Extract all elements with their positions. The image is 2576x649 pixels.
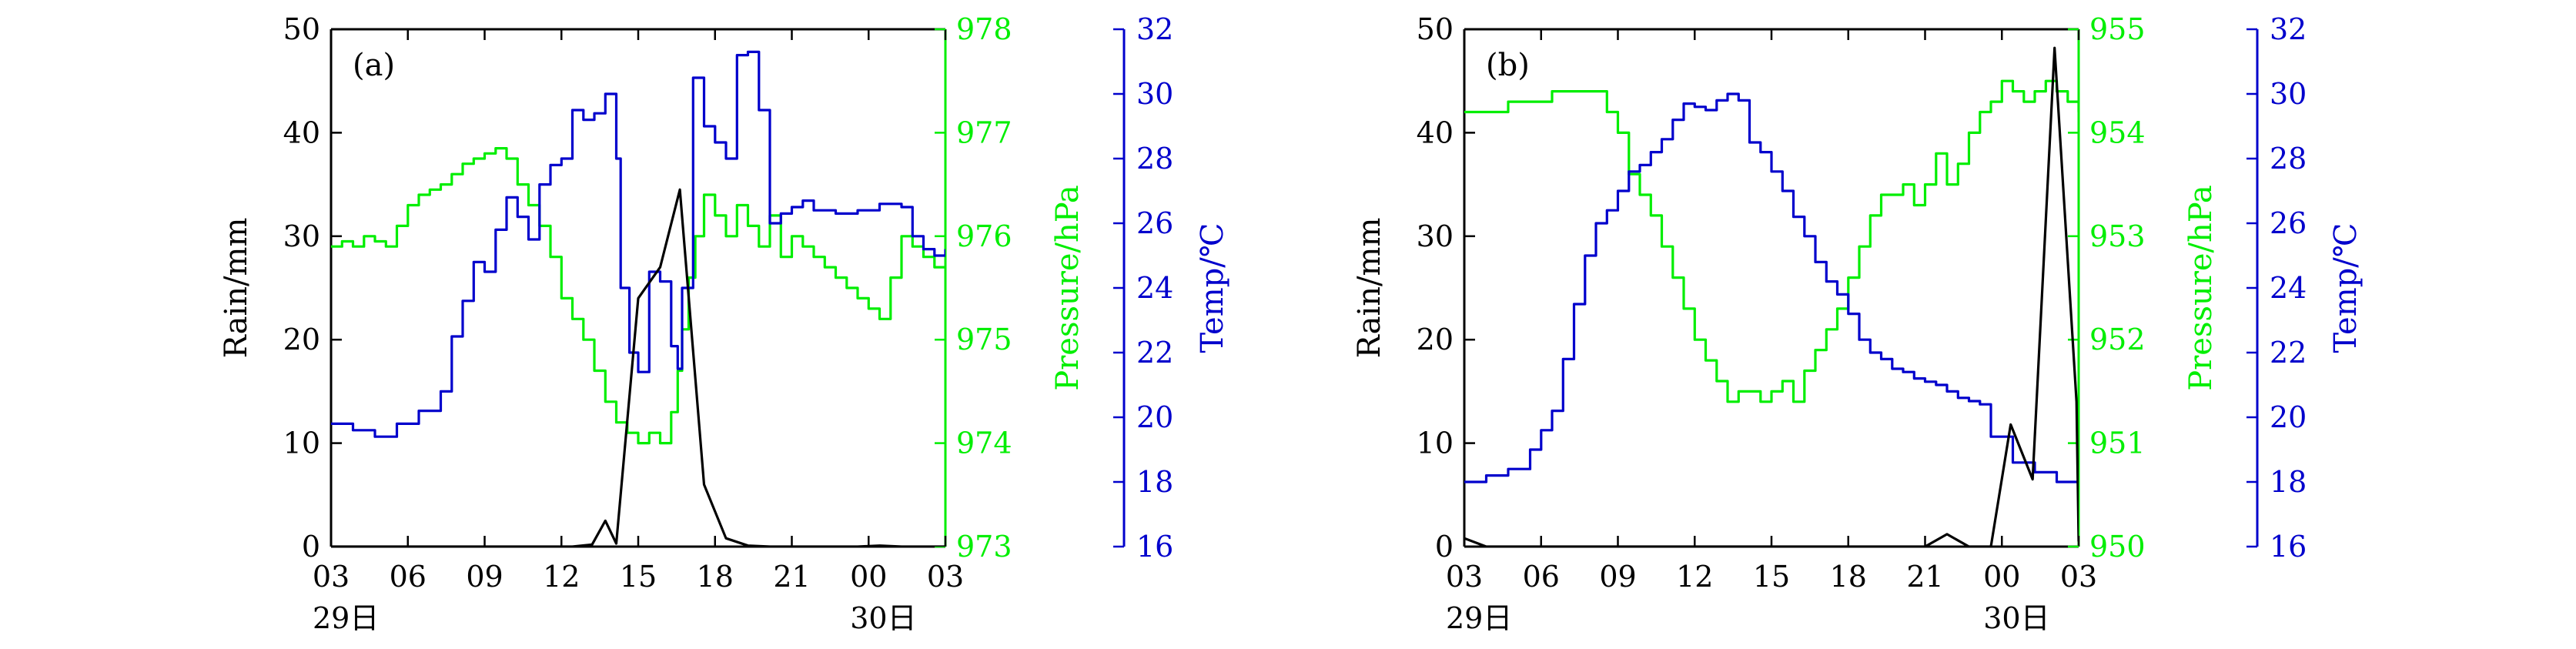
temp-tick-label: 16 [2270,530,2307,564]
x-tick-label: 21 [1906,560,1943,594]
pressure-tick-label: 950 [2089,530,2146,564]
temp-tick-label: 22 [2270,336,2307,370]
pressure-tick-label: 977 [956,115,1012,149]
x-tick-label: 03 [927,560,964,594]
x-tick-label: 03 [1446,560,1483,594]
chart-panel-a: 03 06 09 12 15 18 21 00 03 29日 30日 0 10 20 30 40 50 973 97… [219,12,1230,635]
rain-tick-label: 30 [283,219,320,253]
temp-tick-label: 18 [1136,465,1173,499]
pressure-tick-label: 976 [956,219,1012,253]
pressure-axis-title: Pressure/hPa [2183,185,2219,391]
chart-panel-b: 03 06 09 12 15 18 21 00 03 29日 30日 0 10 20 30 40 50 950 95… [1352,12,2364,635]
temp-tick-label: 24 [2270,271,2307,305]
pressure-tick-label: 973 [956,530,1012,564]
rain-tick-label: 40 [283,115,320,149]
temp-tick-label: 30 [1136,77,1173,111]
pressure-tick-label: 951 [2089,427,2146,460]
date-label: 30日 [1983,601,2049,635]
rain-tick-label: 50 [1417,12,1454,46]
temp-tick-label: 20 [1136,400,1173,434]
x-tick-label: 21 [773,560,810,594]
x-tick-label: 15 [620,560,657,594]
rain-tick-label: 0 [1435,530,1454,564]
temp-tick-label: 26 [2270,206,2307,240]
rain-tick-label: 20 [283,323,320,356]
x-tick-label: 15 [1753,560,1790,594]
x-tick-label: 00 [850,560,887,594]
temp-tick-label: 28 [2270,142,2307,176]
x-tick-label: 03 [2060,560,2097,594]
x-tick-label: 12 [543,560,580,594]
temp-tick-label: 20 [2270,400,2307,434]
rain-tick-label: 10 [283,427,320,460]
temp-series-line [1464,92,2079,483]
date-label: 29日 [1446,601,1512,635]
pressure-tick-label: 955 [2089,12,2146,46]
panel-label: (a) [353,48,395,83]
temp-tick-label: 32 [1136,12,1173,46]
pressure-tick-label: 974 [956,427,1012,460]
date-label: 29日 [313,601,379,635]
temp-series-line [331,50,945,438]
x-tick-label: 00 [1983,560,2020,594]
date-label: 30日 [850,601,916,635]
rain-axis-title: Rain/mm [1352,218,1387,359]
rain-tick-label: 20 [1417,323,1454,356]
rain-series-line [1464,46,2079,547]
x-tick-label: 18 [1830,560,1867,594]
rain-axis-title: Rain/mm [219,218,254,359]
pressure-series-line [1464,79,2079,403]
x-tick-label: 09 [466,560,503,594]
x-tick-label: 18 [697,560,734,594]
pressure-tick-label: 954 [2089,115,2146,149]
temp-axis-title: Temp/℃ [2328,222,2364,353]
temp-tick-label: 28 [1136,142,1173,176]
temp-tick-label: 26 [1136,206,1173,240]
rain-tick-label: 0 [302,530,320,564]
pressure-tick-label: 953 [2089,219,2146,253]
temp-tick-label: 24 [1136,271,1173,305]
x-tick-label: 06 [1523,560,1560,594]
rain-tick-label: 40 [1417,115,1454,149]
pressure-axis-title: Pressure/hPa [1050,185,1086,391]
temp-tick-label: 18 [2270,465,2307,499]
rain-tick-label: 30 [1417,219,1454,253]
pressure-series-line [331,147,945,445]
rain-series-line [331,188,945,547]
x-tick-label: 09 [1599,560,1636,594]
rain-tick-label: 10 [1417,427,1454,460]
rain-tick-label: 50 [283,12,320,46]
temp-axis-title: Temp/℃ [1195,222,1230,353]
temp-tick-label: 30 [2270,77,2307,111]
x-tick-label: 06 [390,560,427,594]
temp-tick-label: 16 [1136,530,1173,564]
x-tick-label: 12 [1676,560,1713,594]
pressure-tick-label: 978 [956,12,1012,46]
temp-tick-label: 32 [2270,12,2307,46]
pressure-tick-label: 952 [2089,323,2146,356]
pressure-tick-label: 975 [956,323,1012,356]
x-tick-label: 03 [313,560,350,594]
panel-label: (b) [1486,48,1530,83]
temp-tick-label: 22 [1136,336,1173,370]
